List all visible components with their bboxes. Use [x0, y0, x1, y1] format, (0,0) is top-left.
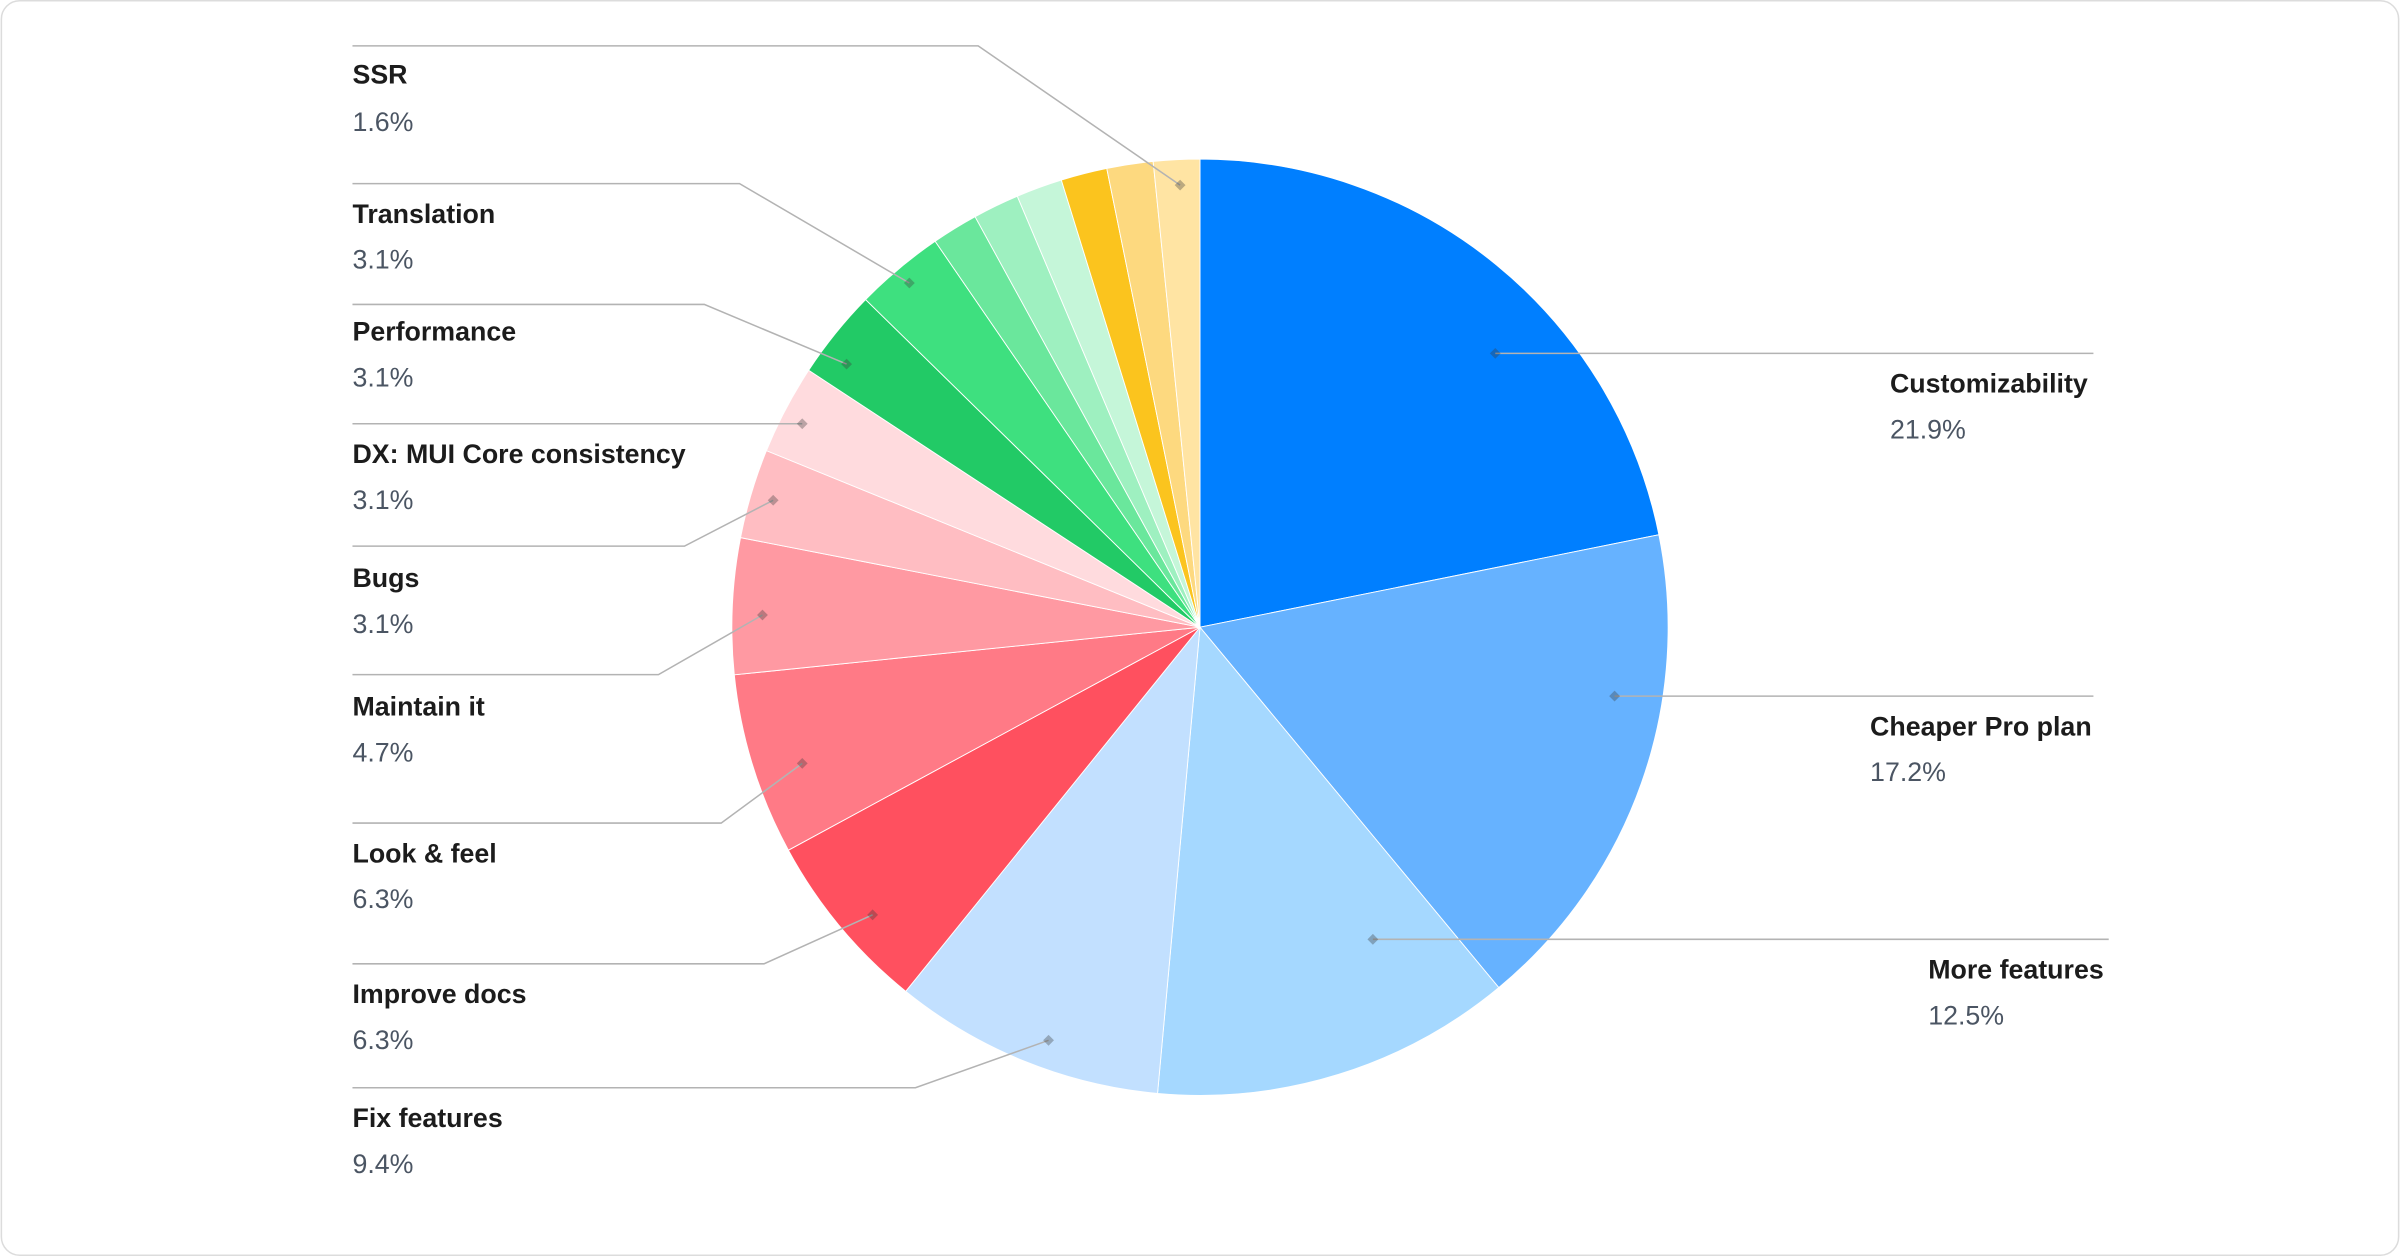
slice-label-look-feel: Look & feel [352, 838, 496, 868]
slice-label-translation: Translation [352, 199, 495, 229]
leader-line-performance [352, 303, 847, 365]
slice-label-more-features: More features [1928, 955, 2104, 985]
slice-value-translation: 3.1% [352, 245, 413, 275]
pie-slice-customizability[interactable] [1199, 158, 1660, 628]
slice-label-performance: Performance [352, 317, 516, 347]
slice-label-maintain-it: Maintain it [352, 691, 484, 721]
pie-slice-ssr[interactable] [1152, 158, 1201, 628]
leader-dot-maintain-it [757, 609, 768, 621]
leader-dot-ssr [1174, 179, 1186, 191]
slice-label-dx-mui-core-consistency: DX: MUI Core consistency [352, 439, 685, 469]
slice-value-customizability: 21.9% [1890, 414, 1966, 444]
slice-label-fix-features: Fix features [352, 1103, 502, 1133]
leader-dot-dx-mui-core-consistency [796, 418, 808, 430]
leader-line-improve-docs [352, 914, 873, 965]
leader-line-fix-features [352, 1039, 1049, 1089]
pie-slice-improve-docs[interactable] [787, 626, 1201, 992]
slice-label-cheaper-pro-plan: Cheaper Pro plan [1870, 711, 2092, 741]
slice-label-customizability: Customizability [1890, 369, 2088, 399]
slice-value-ssr: 1.6% [352, 107, 413, 137]
leader-line-maintain-it [352, 614, 763, 676]
leader-dot-performance [841, 358, 853, 370]
leader-dot-translation [903, 277, 915, 289]
slice-value-improve-docs: 6.3% [352, 1025, 413, 1055]
pie-slice-cheaper-pro-plan[interactable] [1199, 534, 1669, 989]
slice-label-improve-docs: Improve docs [352, 979, 526, 1009]
slice-value-maintain-it: 4.7% [352, 737, 413, 767]
slice-value-bugs: 3.1% [352, 609, 413, 639]
leader-dot-look-feel [796, 757, 808, 769]
leader-line-translation [352, 182, 910, 284]
pie-slice-more-features[interactable] [1157, 626, 1500, 1096]
leader-line-look-feel [352, 762, 803, 824]
slice-value-dx-mui-core-consistency: 3.1% [352, 485, 413, 515]
pie-slice-fix-features[interactable] [905, 625, 1201, 1094]
leader-dot-improve-docs [867, 909, 879, 921]
leader-line-ssr [352, 45, 1181, 186]
leader-dot-more-features [1367, 933, 1379, 945]
pie-slice-look-feel[interactable] [733, 626, 1201, 851]
slice-value-more-features: 12.5% [1928, 1000, 2004, 1030]
slice-value-performance: 3.1% [352, 362, 413, 392]
slice-value-cheaper-pro-plan: 17.2% [1870, 757, 1946, 787]
leader-line-bugs [352, 499, 774, 547]
slice-value-look-feel: 6.3% [352, 884, 413, 914]
slice-label-bugs: Bugs [352, 563, 419, 593]
slice-label-ssr: SSR [352, 60, 407, 90]
slice-value-fix-features: 9.4% [352, 1149, 413, 1179]
leader-dot-customizability [1489, 347, 1501, 359]
leader-dot-bugs [767, 494, 779, 506]
